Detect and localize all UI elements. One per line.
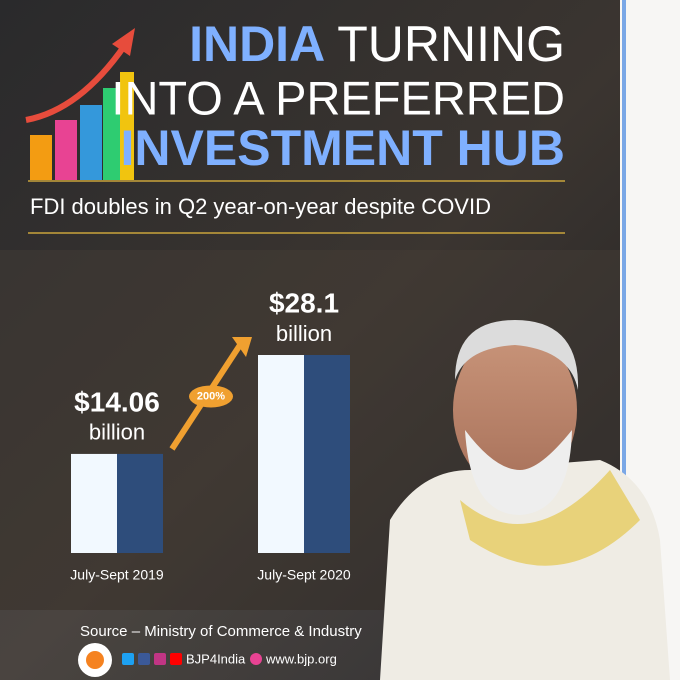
growth-icon — [25, 28, 135, 180]
icon-bar — [103, 88, 125, 180]
portrait-beard — [465, 430, 572, 515]
title-highlight: INDIA — [189, 16, 324, 72]
bar — [71, 453, 163, 553]
portrait-face — [453, 330, 577, 490]
website: www.bjp.org — [265, 651, 337, 666]
source: Source – Ministry of Commerce & Industry — [80, 623, 362, 640]
icon-arrowhead — [112, 28, 135, 56]
title-line: INTO A PREFERRED — [111, 71, 565, 124]
web-icon — [250, 653, 262, 665]
social-handle: BJP4India — [186, 651, 246, 666]
subtitle: FDI doubles in Q2 year-on-year despite C… — [30, 194, 491, 219]
instagram-icon — [154, 653, 166, 665]
annotation-badge — [189, 385, 233, 408]
value-label: $28.1 — [269, 287, 339, 318]
facebook-icon — [138, 653, 150, 665]
icon-bar — [120, 72, 134, 180]
youtube-icon — [170, 653, 182, 665]
party-logo-mark — [86, 651, 104, 669]
portrait-hair — [455, 320, 579, 390]
icon-bar — [55, 120, 77, 180]
icon-bar — [30, 135, 52, 180]
bar — [258, 355, 350, 553]
growth-arrowhead — [232, 337, 252, 357]
portrait — [380, 320, 670, 680]
category-label: July-Sept 2019 — [70, 567, 164, 583]
value-label: $14.06 — [74, 386, 160, 417]
value-unit: billion — [276, 321, 332, 346]
icon-arrow — [25, 43, 128, 123]
annotation: 200% — [197, 390, 225, 402]
title-word: TURNING — [337, 16, 565, 72]
portrait-scarf — [460, 470, 640, 566]
twitter-icon — [122, 653, 134, 665]
icon-bar — [80, 105, 102, 180]
title-line: INVESTMENT HUB — [121, 120, 565, 176]
value-unit: billion — [89, 420, 145, 445]
title-line: INDIA TURNING — [189, 16, 565, 72]
category-label: July-Sept 2020 — [257, 567, 351, 583]
